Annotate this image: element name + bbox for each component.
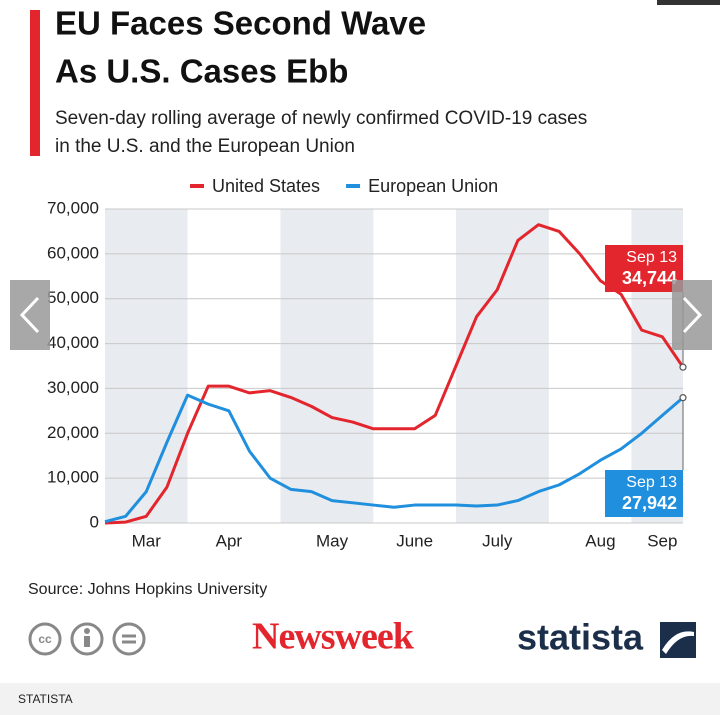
month-band (280, 209, 374, 523)
x-tick-label: Sep (647, 531, 677, 550)
chart-title: EU Faces Second Wave (55, 5, 426, 42)
annotation-box (605, 245, 683, 292)
end-point (679, 394, 687, 402)
newsweek-logo: Newsweek (252, 616, 415, 658)
x-tick-label: July (482, 531, 513, 550)
value-label: 34,744 (622, 268, 677, 288)
y-tick-label: 70,000 (47, 198, 99, 217)
y-tick-label: 0 (90, 512, 99, 531)
y-tick-label: 60,000 (47, 243, 99, 262)
statista-mark (660, 622, 696, 658)
value-label: 27,942 (622, 493, 677, 513)
source: Source: Johns Hopkins University (28, 581, 267, 598)
chart-title: As U.S. Cases Ebb (55, 53, 348, 90)
x-tick-label: May (316, 531, 349, 550)
x-tick-label: Aug (585, 531, 615, 550)
x-tick-label: June (396, 531, 433, 550)
chart-subtitle: Seven-day rolling average of newly confi… (55, 108, 587, 129)
chart-subtitle: in the U.S. and the European Union (55, 136, 355, 157)
footer-bar (0, 683, 720, 715)
annotation-date: Sep 13 (626, 474, 677, 491)
y-tick-label: 30,000 (47, 378, 99, 397)
month-band (105, 209, 188, 523)
y-tick-label: 10,000 (47, 468, 99, 487)
prev-button[interactable] (10, 280, 50, 350)
corner-bar (657, 0, 720, 5)
y-tick-label: 50,000 (47, 288, 99, 307)
legend-label: European Union (368, 176, 498, 196)
statista-logo: statista (517, 617, 644, 658)
footer-text: STATISTA (18, 692, 73, 706)
y-tick-label: 40,000 (47, 333, 99, 352)
annotation-box (605, 470, 683, 517)
next-button[interactable] (672, 280, 712, 350)
end-point (679, 363, 687, 371)
x-tick-label: Apr (216, 531, 243, 550)
series-line (104, 393, 684, 524)
title-accent (30, 10, 40, 156)
license-icons: cc (28, 622, 146, 656)
x-tick-label: Mar (132, 531, 162, 550)
annotation-date: Sep 13 (626, 249, 677, 266)
legend-label: United States (212, 176, 320, 196)
y-tick-label: 20,000 (47, 423, 99, 442)
month-band (455, 209, 549, 523)
svg-text:cc: cc (38, 632, 52, 646)
